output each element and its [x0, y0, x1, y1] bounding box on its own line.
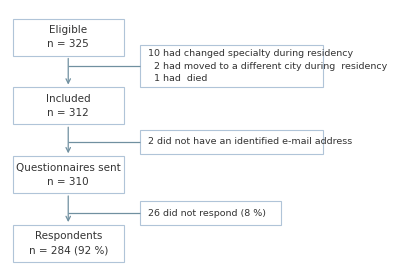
Bar	[140, 45, 324, 87]
Bar	[140, 201, 281, 225]
Text: 10 had changed specialty during residency
  2 had moved to a different city duri: 10 had changed specialty during residenc…	[148, 49, 388, 83]
Bar	[12, 156, 124, 193]
Bar	[12, 19, 124, 56]
Bar	[12, 87, 124, 124]
Text: Questionnaires sent
n = 310: Questionnaires sent n = 310	[16, 163, 121, 187]
Bar	[140, 130, 324, 154]
Text: 2 did not have an identified e-mail address: 2 did not have an identified e-mail addr…	[148, 137, 353, 146]
Bar	[12, 225, 124, 262]
Text: Included
n = 312: Included n = 312	[46, 94, 90, 118]
Text: Eligible
n = 325: Eligible n = 325	[47, 25, 89, 49]
Text: Respondents
n = 284 (92 %): Respondents n = 284 (92 %)	[28, 231, 108, 255]
Text: 26 did not respond (8 %): 26 did not respond (8 %)	[148, 208, 266, 218]
